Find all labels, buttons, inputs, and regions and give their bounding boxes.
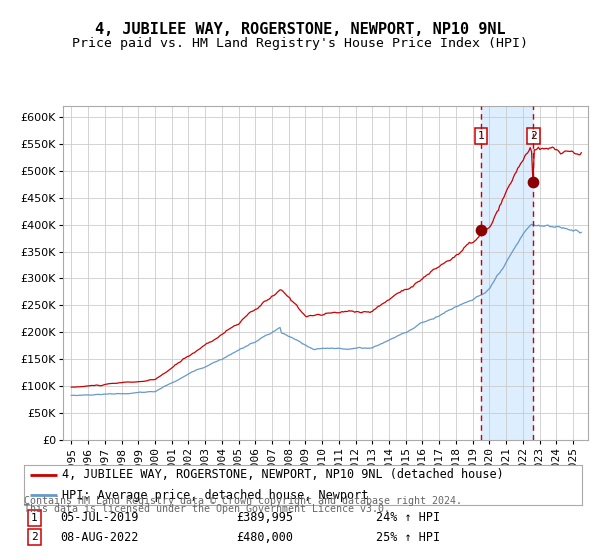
Point (476, 226, 486, 235)
Text: 2: 2 (31, 532, 37, 542)
Text: 25% ↑ HPI: 25% ↑ HPI (376, 531, 440, 544)
Text: This data is licensed under the Open Government Licence v3.0.: This data is licensed under the Open Gov… (24, 503, 390, 514)
Text: 24% ↑ HPI: 24% ↑ HPI (376, 511, 440, 524)
Text: 2: 2 (530, 130, 536, 141)
Point (529, 177, 538, 186)
Text: 1: 1 (31, 512, 37, 522)
Text: 08-AUG-2022: 08-AUG-2022 (60, 531, 139, 544)
Text: Price paid vs. HM Land Registry's House Price Index (HPI): Price paid vs. HM Land Registry's House … (72, 37, 528, 50)
Text: 05-JUL-2019: 05-JUL-2019 (60, 511, 139, 524)
Text: 4, JUBILEE WAY, ROGERSTONE, NEWPORT, NP10 9NL (detached house): 4, JUBILEE WAY, ROGERSTONE, NEWPORT, NP1… (62, 468, 503, 482)
Text: HPI: Average price, detached house, Newport: HPI: Average price, detached house, Newp… (62, 488, 368, 502)
Text: 4, JUBILEE WAY, ROGERSTONE, NEWPORT, NP10 9NL: 4, JUBILEE WAY, ROGERSTONE, NEWPORT, NP1… (95, 22, 505, 38)
Bar (481, 106, 533, 440)
Text: £480,000: £480,000 (236, 531, 293, 544)
Text: 1: 1 (478, 130, 484, 141)
Text: £389,995: £389,995 (236, 511, 293, 524)
Text: Contains HM Land Registry data © Crown copyright and database right 2024.: Contains HM Land Registry data © Crown c… (24, 496, 462, 506)
